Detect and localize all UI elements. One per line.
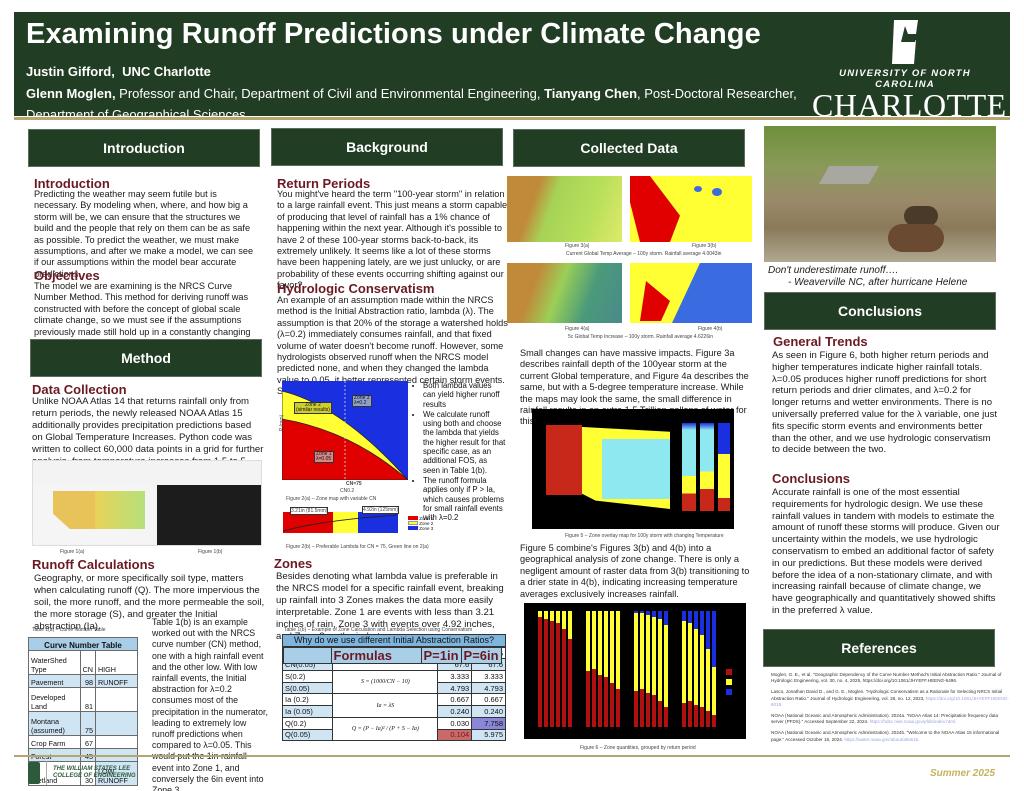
figure-5-overlay-map: [532, 409, 734, 529]
poster-header: Examining Runoff Predictions under Clima…: [14, 12, 1010, 122]
figure-3b-zone-map: [630, 176, 752, 242]
reference-item: Lasco, Jonathan David D., and G. E., Mog…: [771, 689, 1009, 707]
collected-text-2: Figure 5 combine's Figures 3(b) and 4(b)…: [520, 543, 750, 599]
initial-abstraction-table: Why do we use different Initial Abstract…: [281, 634, 506, 742]
fig1a-caption: Figure 1(a): [60, 549, 85, 555]
cn75-marker: CN=75: [346, 481, 362, 487]
college-of-engineering-logo: THE WILLIAM STATES LEE COLLEGE OF ENGINEE…: [28, 761, 136, 785]
reference-item: Moglen, G. E., et al. "Geographic Depend…: [771, 672, 1002, 684]
charlotte-c-icon: [888, 18, 922, 66]
fig2a-caption: Figure 2(a) – Zone map with variable CN: [286, 496, 377, 502]
fig3-caption: Current Global Temp Average – 100y storm…: [566, 251, 722, 257]
author-line-2: Glenn Moglen, Professor and Chair, Depar…: [26, 86, 797, 122]
lambda-bullet-list: Both lambda values can yield higher runo…: [414, 381, 506, 523]
objectives-heading: Objectives: [34, 268, 100, 283]
table1b-explanation: Table 1(b) is an example worked out with…: [152, 617, 268, 791]
section-header-collected-data: Collected Data: [513, 129, 745, 167]
fig4-caption: 5c Global Temp Increase – 100y storm. Ra…: [568, 334, 713, 340]
fig1b-caption: Figure 1(b): [198, 549, 223, 555]
fig2b-legend: Zone 1 Zone 2 Zone 3: [408, 516, 433, 531]
fig6-caption: Figure 6 – Zone quantities, grouped by r…: [580, 745, 696, 751]
noaa-atlas-screenshot: [32, 460, 262, 546]
runoff-calc-heading: Runoff Calculations: [32, 557, 155, 572]
fig2b-caption: Figure 2(b) – Preferable Lambda for CN =…: [286, 544, 429, 550]
general-trends-heading: General Trends: [773, 334, 868, 349]
table1a-caption: Table 1(a) – Curve Number Table: [32, 627, 106, 633]
conclusions-text: Accurate rainfall is one of the most ess…: [772, 487, 1000, 616]
photo-caption-1: Don't underestimate runoff….: [768, 265, 899, 276]
figure-2a-zone-map: Zone 2 (similar results) Zone 3 λ=0.2 Zone…: [282, 381, 408, 480]
reference-link[interactable]: https://doi.org/10.1061/JHYEFF.HEENG-601…: [771, 695, 1009, 707]
intro-text: Predicting the weather may seem futile b…: [34, 189, 254, 279]
data-collection-heading: Data Collection: [32, 382, 127, 397]
runoff-calc-text: Geography, or more specifically soil typ…: [34, 573, 265, 632]
figure-4a-rainfall-map: [507, 263, 622, 323]
intro-heading: Introduction: [34, 176, 110, 191]
section-header-references: References: [763, 629, 995, 667]
table1b-caption: Table 1(b) – Example of Zone Calculation…: [284, 627, 473, 633]
reference-item: NOAA (National Oceanic and Atmospheric A…: [771, 730, 1000, 742]
reference-item: NOAA (National Oceanic and Atmospheric A…: [771, 713, 999, 725]
return-periods-text: You might've heard the term "100-year st…: [277, 189, 508, 291]
hurricane-helene-photo: [764, 126, 996, 262]
poster-title: Examining Runoff Predictions under Clima…: [26, 18, 761, 50]
section-header-conclusions: Conclusions: [764, 292, 996, 330]
poster-date: Summer 2025: [930, 768, 996, 779]
section-header-background: Background: [271, 128, 503, 166]
zones-heading: Zones: [274, 556, 313, 571]
reference-link[interactable]: https://hdsc.nws.noaa.gov/pfds/index.htm…: [869, 719, 957, 725]
section-header-introduction: Introduction: [28, 129, 260, 167]
footer-gold-rule: [14, 755, 1010, 757]
author-line-1: Justin Gifford, UNC Charlotte: [26, 64, 211, 79]
conclusions-heading: Conclusions: [772, 471, 851, 486]
photo-caption-2: - Weaverville NC, after hurricane Helene: [788, 277, 968, 288]
python-code-screenshot: [157, 485, 261, 545]
figure-2b-lambda-bar: [283, 512, 398, 533]
references-list: Moglen, G. E., et al. "Geographic Depend…: [771, 672, 1011, 748]
charlotte-c-icon: [28, 762, 40, 784]
figure-4b-zone-map: [630, 263, 752, 323]
general-trends-text: As seen in Figure 6, both higher return …: [772, 350, 998, 456]
figure-6-zone-quantities-chart: [524, 603, 746, 739]
hydro-conservatism-heading: Hydrologic Conservatism: [277, 281, 435, 296]
section-header-method: Method: [30, 339, 262, 377]
header-gold-rule: [14, 117, 1010, 120]
return-periods-heading: Return Periods: [277, 176, 371, 191]
reference-link[interactable]: https://water.noaa.gov/about/atlas15.: [844, 736, 920, 742]
figure-3a-rainfall-map: [507, 176, 622, 242]
fig5-caption: Figure 5 – Zone overlay map for 100y sto…: [565, 533, 724, 539]
unc-charlotte-logo: UNIVERSITY OF NORTH CAROLINA CHARLOTTE: [812, 18, 1006, 121]
